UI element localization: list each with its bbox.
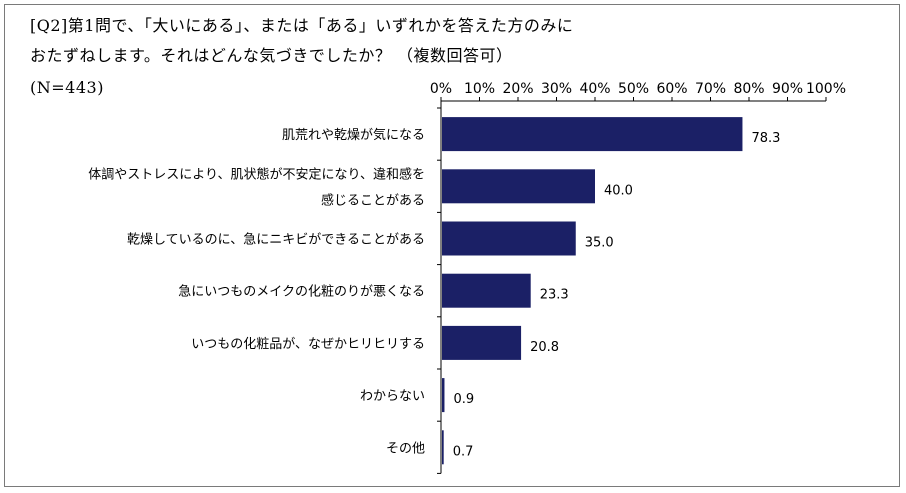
data-label: 23.3 [540, 288, 569, 303]
x-tick-label: 20% [502, 81, 533, 97]
chart-title-line-1: [Q2]第1問で、「大いにある」、または「ある」いずれかを答えた方のみに [30, 16, 574, 35]
category-label: 体調やストレスにより、肌状態が不安定になり、違和感を [88, 166, 425, 182]
bar [442, 221, 576, 256]
x-tick-label: 40% [579, 81, 610, 97]
bar [442, 273, 531, 308]
sample-size-note: (N=443) [30, 78, 104, 97]
data-label: 78.3 [751, 131, 780, 146]
bar [442, 378, 445, 413]
data-label: 20.8 [530, 340, 559, 355]
chart-title-line-2: おたずねします。それはどんな気づきでしたか？ （複数回答可） [30, 46, 513, 65]
x-tick-label: 80% [733, 81, 764, 97]
category-label: 感じることがある [321, 192, 425, 208]
x-tick-label: 50% [618, 81, 649, 97]
x-tick-label: 10% [464, 81, 495, 97]
category-label: いつもの化粧品が、なぜかヒリヒリする [191, 337, 425, 352]
category-label: 肌荒れや乾燥が気になる [282, 127, 425, 143]
data-label: 35.0 [585, 236, 614, 251]
category-label: わからない [360, 389, 425, 404]
x-tick-label: 70% [695, 81, 726, 97]
x-tick-label: 30% [541, 81, 572, 97]
data-label: 0.9 [453, 392, 474, 407]
x-tick-label: 90% [772, 81, 803, 97]
data-label: 40.0 [604, 183, 633, 198]
bar [442, 325, 522, 360]
bar [442, 169, 595, 204]
category-label: 急にいつものメイクの化粧のりが悪くなる [178, 285, 425, 300]
bar [442, 117, 743, 152]
data-label: 0.7 [453, 444, 474, 459]
x-tick-label: 60% [656, 81, 687, 97]
x-tick-label: 0% [430, 81, 452, 97]
x-tick-label: 100% [806, 81, 846, 97]
category-label: 乾燥しているのに、急にニキビができることがある [127, 233, 425, 248]
category-label: その他 [386, 441, 425, 456]
bar [442, 430, 444, 465]
